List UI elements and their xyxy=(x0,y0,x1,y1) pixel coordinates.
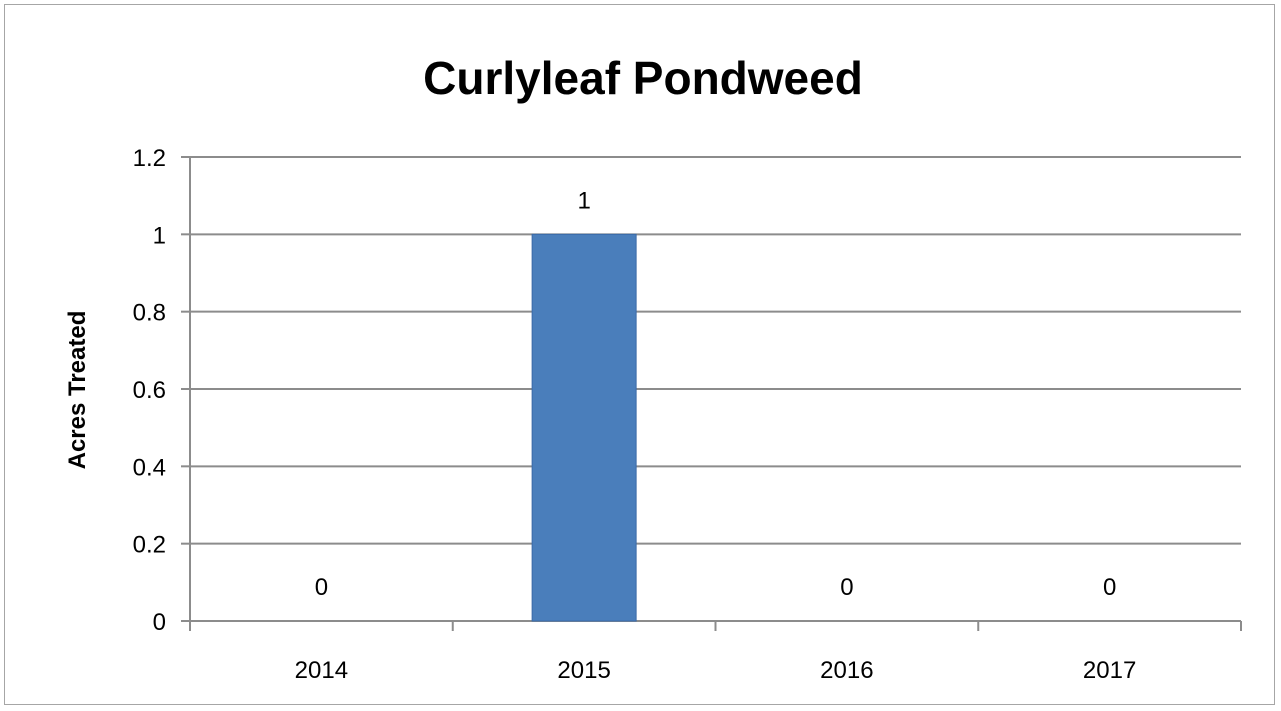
gridlines xyxy=(190,156,1241,545)
data-label-2016: 0 xyxy=(840,574,853,601)
y-tick-label: 0.8 xyxy=(133,300,166,327)
y-tick-label: 0 xyxy=(153,609,166,636)
axes xyxy=(181,156,1242,631)
bars xyxy=(531,233,637,622)
x-tick-label: 2014 xyxy=(295,657,348,684)
y-tick-label: 1.2 xyxy=(133,145,166,172)
y-tick-label: 0.6 xyxy=(133,377,166,404)
data-label-2014: 0 xyxy=(315,574,328,601)
y-tick-labels: 0 0.2 0.4 0.6 0.8 1 1.2 xyxy=(133,145,166,636)
data-labels: 0 1 0 0 xyxy=(315,187,1117,601)
bar-2015 xyxy=(531,233,637,622)
y-tick-label: 0.4 xyxy=(133,454,166,481)
chart-title: Curlyleaf Pondweed xyxy=(423,52,863,104)
x-tick-label: 2016 xyxy=(820,657,873,684)
data-label-2017: 0 xyxy=(1103,574,1116,601)
x-tick-label: 2015 xyxy=(557,657,610,684)
chart-frame xyxy=(4,4,1275,705)
y-tick-label: 1 xyxy=(153,222,166,249)
y-axis-label: Acres Treated xyxy=(64,311,91,470)
x-tick-label: 2017 xyxy=(1083,657,1136,684)
data-label-2015: 1 xyxy=(577,187,590,214)
y-tick-label: 0.2 xyxy=(133,532,166,559)
x-tick-labels: 2014 2015 2016 2017 xyxy=(295,657,1137,684)
